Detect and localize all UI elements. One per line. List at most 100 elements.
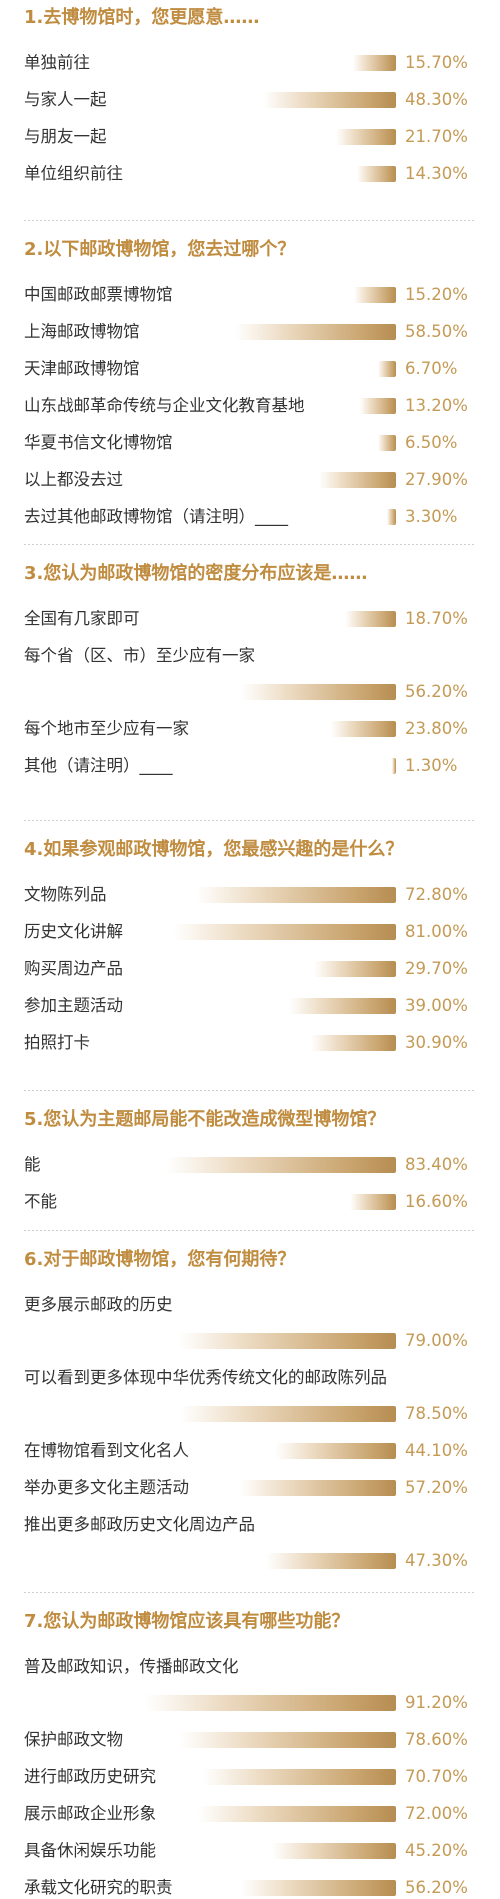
bar	[319, 472, 396, 488]
bar	[356, 166, 396, 182]
value-label: 44.10%	[405, 1441, 468, 1460]
option-label: 以上都没去过	[24, 470, 123, 489]
option-label: 每个地市至少应有一家	[24, 719, 189, 738]
option-label: 参加主题活动	[24, 996, 123, 1015]
bar	[173, 924, 396, 940]
bar	[198, 1806, 396, 1822]
question-title: 6.对于邮政博物馆，您有何期待？	[24, 1249, 296, 1270]
section-divider	[24, 1230, 476, 1231]
bar	[274, 1443, 396, 1459]
bar	[238, 1480, 396, 1496]
value-label: 72.80%	[405, 885, 468, 904]
bar	[178, 1333, 396, 1349]
option-label: 山东战邮革命传统与企业文化教育基地	[24, 396, 305, 415]
option-label: 在博物馆看到文化名人	[24, 1441, 189, 1460]
option-label: 具备休闲娱乐功能	[24, 1841, 156, 1860]
option-label: 文物陈列品	[24, 885, 107, 904]
bar	[392, 758, 396, 774]
value-label: 27.90%	[405, 470, 468, 489]
option-label: 单独前往	[24, 53, 90, 72]
bar	[330, 721, 396, 737]
bar	[352, 55, 396, 71]
bar	[378, 435, 396, 451]
value-label: 1.30%	[405, 756, 458, 775]
value-label: 91.20%	[405, 1693, 468, 1712]
bar	[201, 1769, 396, 1785]
bar	[241, 684, 396, 700]
bar	[263, 92, 396, 108]
bar	[377, 361, 396, 377]
bar	[166, 1157, 396, 1173]
option-label: 推出更多邮政历史文化周边产品	[24, 1515, 255, 1534]
value-label: 83.40%	[405, 1155, 468, 1174]
value-label: 23.80%	[405, 719, 468, 738]
option-label: 承载文化研究的职责	[24, 1878, 173, 1897]
option-label: 不能	[24, 1192, 57, 1211]
bar	[336, 129, 396, 145]
value-label: 6.70%	[405, 359, 458, 378]
question-title: 4.如果参观邮政博物馆，您最感兴趣的是什么？	[24, 839, 404, 860]
value-label: 56.20%	[405, 1878, 468, 1897]
value-label: 81.00%	[405, 922, 468, 941]
option-label: 华夏书信文化博物馆	[24, 433, 173, 452]
option-label: 单位组织前往	[24, 164, 123, 183]
bar	[179, 1732, 396, 1748]
option-label: 举办更多文化主题活动	[24, 1478, 189, 1497]
option-label: 全国有几家即可	[24, 609, 140, 628]
section-divider	[24, 1592, 476, 1593]
value-label: 6.50%	[405, 433, 458, 452]
question-title: 5.您认为主题邮局能不能改造成微型博物馆？	[24, 1109, 386, 1130]
bar	[350, 1194, 396, 1210]
option-label: 普及邮政知识，传播邮政文化	[24, 1657, 239, 1676]
question-title: 7.您认为邮政博物馆应该具有哪些功能？	[24, 1611, 350, 1632]
option-label: 购买周边产品	[24, 959, 123, 978]
value-label: 57.20%	[405, 1478, 468, 1497]
option-label: 保护邮政文物	[24, 1730, 123, 1749]
bar	[180, 1406, 396, 1422]
bar	[359, 398, 396, 414]
option-label: 天津邮政博物馆	[24, 359, 140, 378]
section-divider	[24, 820, 476, 821]
value-label: 70.70%	[405, 1767, 468, 1786]
value-label: 47.30%	[405, 1551, 468, 1570]
value-label: 21.70%	[405, 127, 468, 146]
value-label: 3.30%	[405, 507, 458, 526]
bar	[235, 324, 396, 340]
value-label: 39.00%	[405, 996, 468, 1015]
bar	[354, 287, 396, 303]
value-label: 72.00%	[405, 1804, 468, 1823]
value-label: 13.20%	[405, 396, 468, 415]
value-label: 48.30%	[405, 90, 468, 109]
option-label: 历史文化讲解	[24, 922, 123, 941]
bar	[386, 509, 396, 525]
bar	[344, 611, 396, 627]
option-label: 更多展示邮政的历史	[24, 1295, 173, 1314]
value-label: 78.60%	[405, 1730, 468, 1749]
value-label: 15.70%	[405, 53, 468, 72]
value-label: 29.70%	[405, 959, 468, 978]
value-label: 14.30%	[405, 164, 468, 183]
value-label: 45.20%	[405, 1841, 468, 1860]
bar	[311, 1035, 396, 1051]
bar	[195, 887, 396, 903]
bar	[145, 1695, 396, 1711]
option-label: 展示邮政企业形象	[24, 1804, 156, 1823]
bar	[271, 1843, 396, 1859]
value-label: 18.70%	[405, 609, 468, 628]
value-label: 58.50%	[405, 322, 468, 341]
option-label: 其他（请注明）____	[24, 756, 173, 775]
option-label: 拍照打卡	[24, 1033, 90, 1052]
option-label: 与朋友一起	[24, 127, 107, 146]
question-title: 1.去博物馆时，您更愿意……	[24, 7, 260, 28]
value-label: 56.20%	[405, 682, 468, 701]
option-label: 与家人一起	[24, 90, 107, 109]
section-divider	[24, 220, 476, 221]
question-title: 2.以下邮政博物馆，您去过哪个？	[24, 239, 296, 260]
option-label: 去过其他邮政博物馆（请注明）____	[24, 507, 288, 526]
bar	[241, 1880, 396, 1896]
value-label: 16.60%	[405, 1192, 468, 1211]
option-label: 进行邮政历史研究	[24, 1767, 156, 1786]
section-divider	[24, 544, 476, 545]
section-divider	[24, 1090, 476, 1091]
bar	[288, 998, 396, 1014]
